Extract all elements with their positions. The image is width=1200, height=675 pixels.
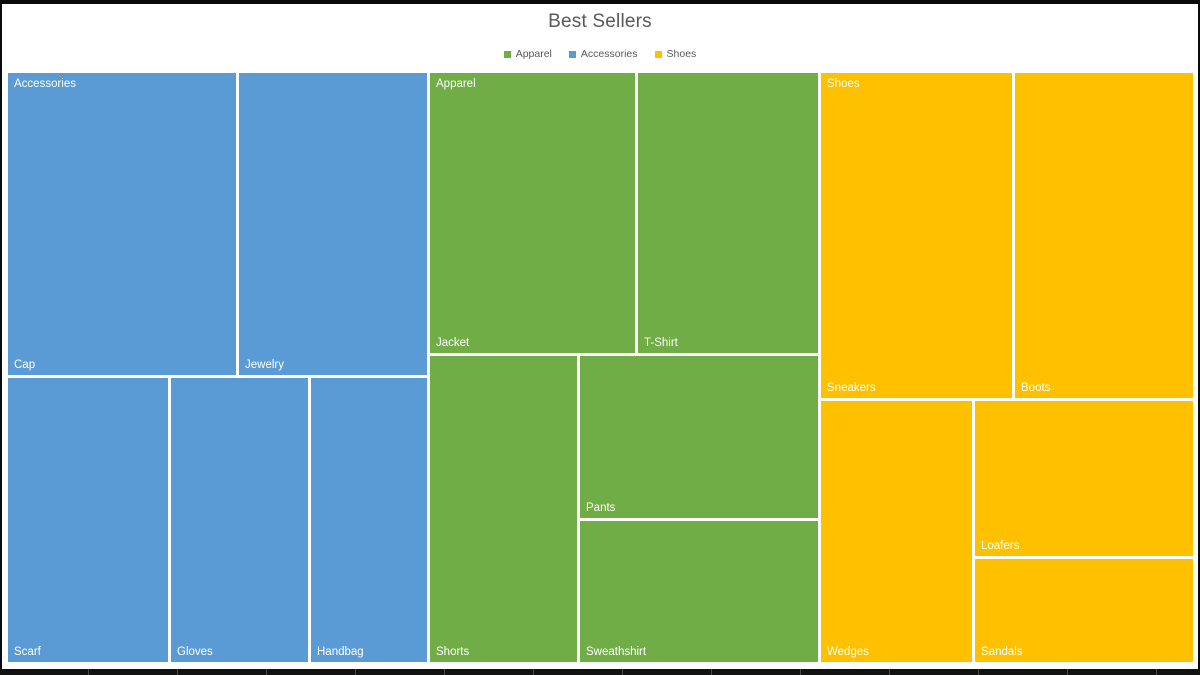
- legend-item-accessories[interactable]: Accessories: [568, 48, 638, 60]
- legend-label: Accessories: [580, 48, 638, 60]
- treemap-tile-label: Jewelry: [245, 359, 284, 371]
- legend-item-apparel[interactable]: Apparel: [503, 48, 552, 60]
- treemap-tile-label: Sandals: [981, 646, 1023, 658]
- treemap-tile-label: Pants: [586, 502, 616, 514]
- treemap-tile-scarf[interactable]: Scarf: [8, 378, 168, 662]
- treemap-tile-cap[interactable]: Accessories Cap: [8, 73, 236, 375]
- legend-swatch-icon: [503, 50, 511, 58]
- treemap-tile-label: Sneakers: [827, 382, 876, 394]
- legend-label: Apparel: [515, 48, 552, 60]
- treemap-tile-pants[interactable]: Pants: [580, 356, 818, 518]
- treemap-tile-sweathshirt[interactable]: Sweathshirt: [580, 521, 818, 662]
- treemap-tile-label: Jacket: [436, 337, 470, 349]
- treemap-tile-label: Boots: [1021, 382, 1051, 394]
- treemap-tile-shorts[interactable]: Shorts: [430, 356, 577, 662]
- treemap-tile-label: Shorts: [436, 646, 470, 658]
- treemap-group-label-accessories: Accessories: [14, 78, 76, 90]
- treemap-group-label-apparel: Apparel: [436, 78, 476, 90]
- treemap-tile-t-shirt[interactable]: T-Shirt: [638, 73, 818, 353]
- treemap-tile-sandals[interactable]: Sandals: [975, 559, 1193, 662]
- treemap-tile-label: Loafers: [981, 540, 1020, 552]
- legend-swatch-icon: [654, 50, 662, 58]
- treemap-tile-loafers[interactable]: Loafers: [975, 401, 1193, 556]
- treemap-tile-label: Cap: [14, 359, 36, 371]
- treemap-tile-label: Scarf: [14, 646, 41, 658]
- treemap-tile-label: Wedges: [827, 646, 869, 658]
- treemap-tile-label: T-Shirt: [644, 337, 678, 349]
- legend-swatch-icon: [568, 50, 576, 58]
- window-bottom-edge: [0, 669, 1200, 675]
- treemap-tile-handbag[interactable]: Handbag: [311, 378, 427, 662]
- treemap-plot: Accessories Cap Jewelry Scarf Gloves Handbag A…: [8, 73, 1193, 662]
- treemap-tile-sneakers[interactable]: Shoes Sneakers: [821, 73, 1012, 398]
- treemap-tile-jewelry[interactable]: Jewelry: [239, 73, 427, 375]
- chart-canvas: Best Sellers Apparel Accessories Shoes Acc…: [2, 4, 1198, 669]
- treemap-tile-label: Gloves: [177, 646, 213, 658]
- treemap-group-label-shoes: Shoes: [827, 78, 860, 90]
- treemap-tile-wedges[interactable]: Wedges: [821, 401, 972, 662]
- chart-legend: Apparel Accessories Shoes: [2, 48, 1198, 60]
- legend-item-shoes[interactable]: Shoes: [654, 48, 697, 60]
- treemap-tile-jacket[interactable]: Apparel Jacket: [430, 73, 635, 353]
- chart-title: Best Sellers: [548, 11, 652, 32]
- treemap-tile-boots[interactable]: Boots: [1015, 73, 1193, 398]
- treemap-tile-gloves[interactable]: Gloves: [171, 378, 308, 662]
- treemap-tile-label: Sweathshirt: [586, 646, 647, 658]
- treemap-tile-label: Handbag: [317, 646, 364, 658]
- legend-label: Shoes: [666, 48, 697, 60]
